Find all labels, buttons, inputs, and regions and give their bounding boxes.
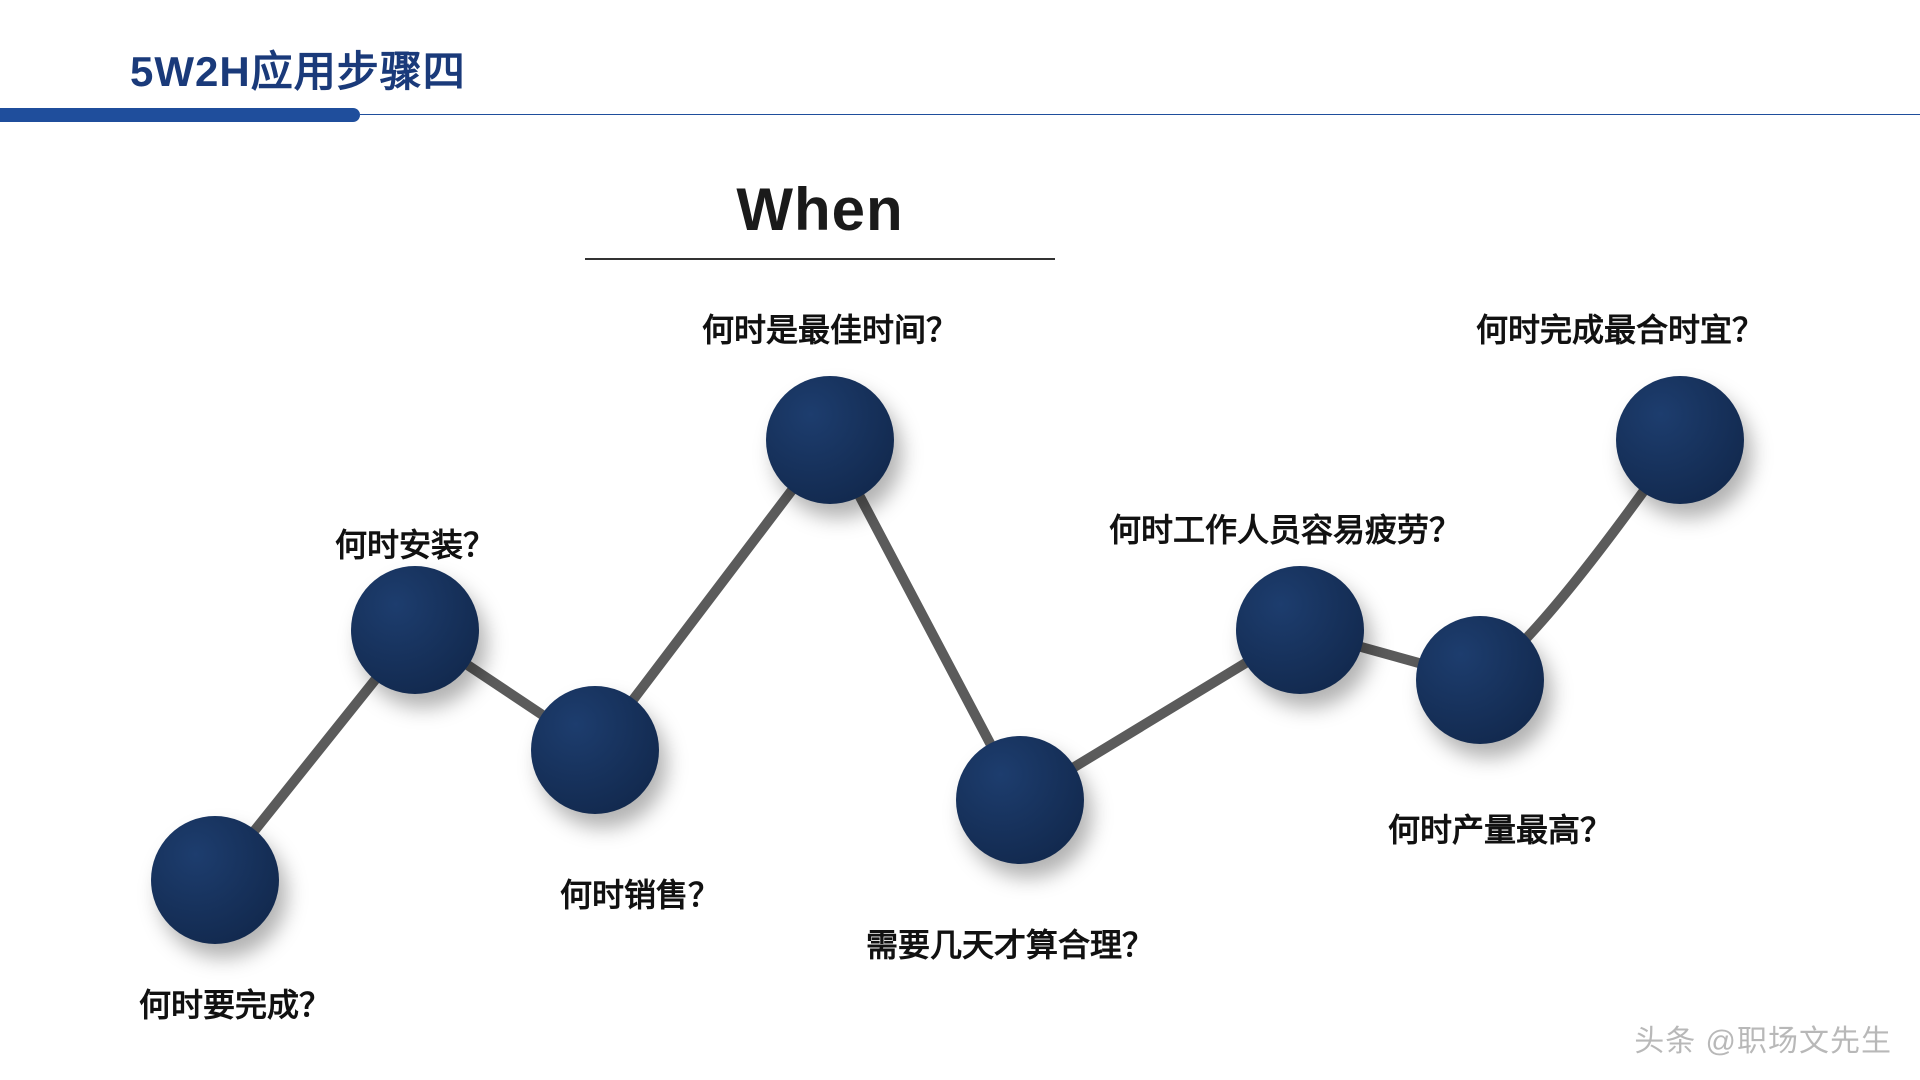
diagram-node bbox=[531, 686, 659, 814]
diagram-node bbox=[766, 376, 894, 504]
diagram-node-label: 何时销售？ bbox=[560, 870, 720, 916]
watermark-text: 头条 @职场文先生 bbox=[1634, 1016, 1892, 1060]
diagram-node-label: 何时安装？ bbox=[335, 520, 495, 566]
diagram-node bbox=[1616, 376, 1744, 504]
diagram-node bbox=[151, 816, 279, 944]
diagram-node bbox=[956, 736, 1084, 864]
diagram-node bbox=[351, 566, 479, 694]
diagram-node-label: 何时工作人员容易疲劳？ bbox=[1109, 505, 1461, 551]
diagram-node bbox=[1416, 616, 1544, 744]
diagram-node-label: 需要几天才算合理？ bbox=[866, 920, 1154, 966]
diagram-node-label: 何时是最佳时间？ bbox=[702, 305, 958, 351]
diagram-node-label: 何时产量最高？ bbox=[1388, 805, 1612, 851]
diagram-node-label: 何时要完成？ bbox=[139, 980, 331, 1026]
diagram-node-label: 何时完成最合时宜？ bbox=[1476, 305, 1764, 351]
diagram-node bbox=[1236, 566, 1364, 694]
diagram-nodes-layer: 何时要完成？ 何时安装？ 何时销售？ 何时是最佳时间？ 需要几天才算合理？ 何时工作人员容… bbox=[0, 0, 1920, 1080]
